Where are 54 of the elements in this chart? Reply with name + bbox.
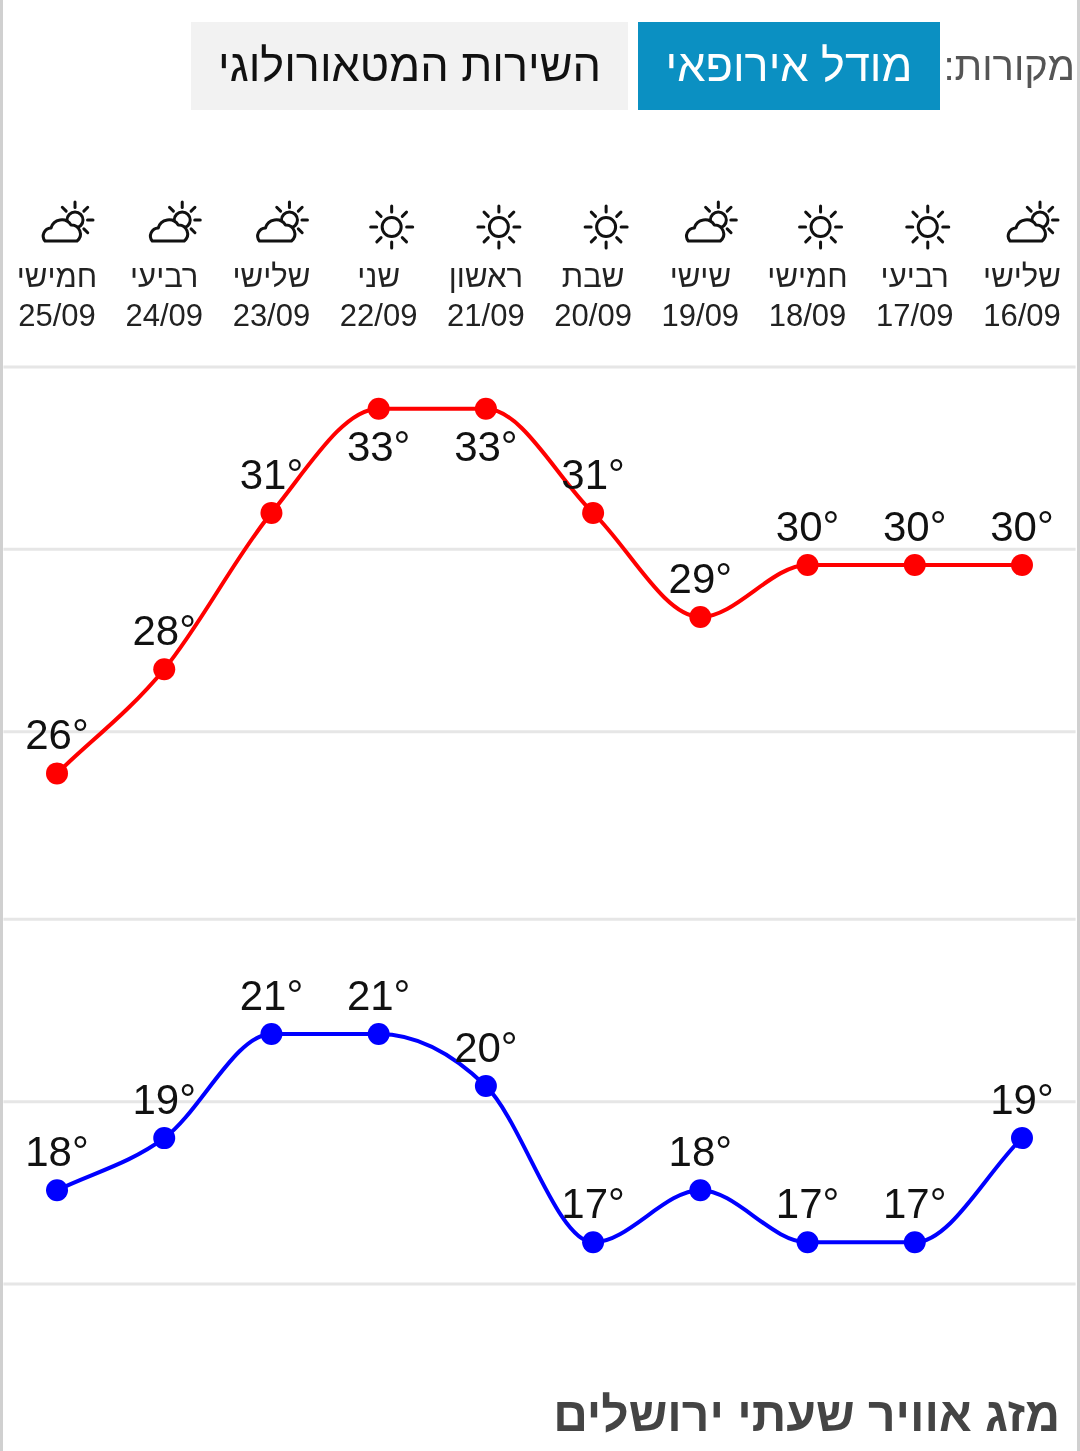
point <box>689 606 712 629</box>
point <box>260 1022 283 1045</box>
data-label: 21° <box>346 971 411 1019</box>
data-label: 17° <box>775 1180 840 1228</box>
data-label: 33° <box>454 422 518 470</box>
point <box>582 1231 605 1254</box>
point <box>474 1075 497 1098</box>
point <box>903 553 926 576</box>
data-label: 26° <box>25 711 89 759</box>
x-tick-label: רביעי 24/09 <box>124 258 204 335</box>
point <box>689 1179 712 1202</box>
point <box>582 501 605 524</box>
data-label: 33° <box>346 422 411 470</box>
x-tick-label: שבת 20/09 <box>553 258 633 335</box>
point <box>796 553 819 576</box>
point <box>367 1022 390 1045</box>
data-label: 17° <box>561 1180 625 1228</box>
point <box>46 762 69 785</box>
point <box>46 1179 69 1202</box>
data-label: 31° <box>239 450 304 498</box>
point <box>153 658 176 681</box>
point <box>153 1127 176 1150</box>
data-label: 30° <box>883 502 947 550</box>
x-tick-label: שלישי 23/09 <box>231 258 312 335</box>
point <box>796 1231 819 1254</box>
x-tick-label: ראשון 21/09 <box>446 258 526 335</box>
data-label: 20° <box>454 1024 518 1072</box>
data-label: 17° <box>883 1180 947 1228</box>
x-tick-label: שלישי 16/09 <box>982 258 1062 335</box>
point <box>1010 553 1033 576</box>
data-label: 28° <box>132 607 196 655</box>
point <box>260 501 283 524</box>
text: השירות המטאורולוגי <box>191 22 628 110</box>
data-label: 30° <box>775 502 840 550</box>
point <box>367 397 390 420</box>
x-tick-label: רביעי 17/09 <box>874 258 955 335</box>
x-tick-label: שישי 19/09 <box>660 258 741 335</box>
x-tick-label: שני 22/09 <box>338 258 419 335</box>
text: מודל אירופאי <box>638 22 940 110</box>
data-label: 29° <box>668 555 733 603</box>
point <box>474 397 497 420</box>
data-label: 21° <box>239 971 304 1019</box>
data-label: 18° <box>668 1128 733 1176</box>
text: מקורות: <box>943 43 1075 90</box>
data-label: 30° <box>990 502 1054 550</box>
data-label: 19° <box>132 1076 196 1124</box>
point <box>1010 1127 1033 1150</box>
data-label: 19° <box>990 1076 1054 1124</box>
x-tick-label: חמישי 18/09 <box>766 258 849 335</box>
data-label: 18° <box>25 1128 89 1176</box>
data-label: 31° <box>561 450 625 498</box>
text: מזג אוויר שעתי ירושלים <box>553 1387 1060 1443</box>
point <box>903 1231 926 1254</box>
x-tick-label: חמישי 25/09 <box>15 258 99 335</box>
